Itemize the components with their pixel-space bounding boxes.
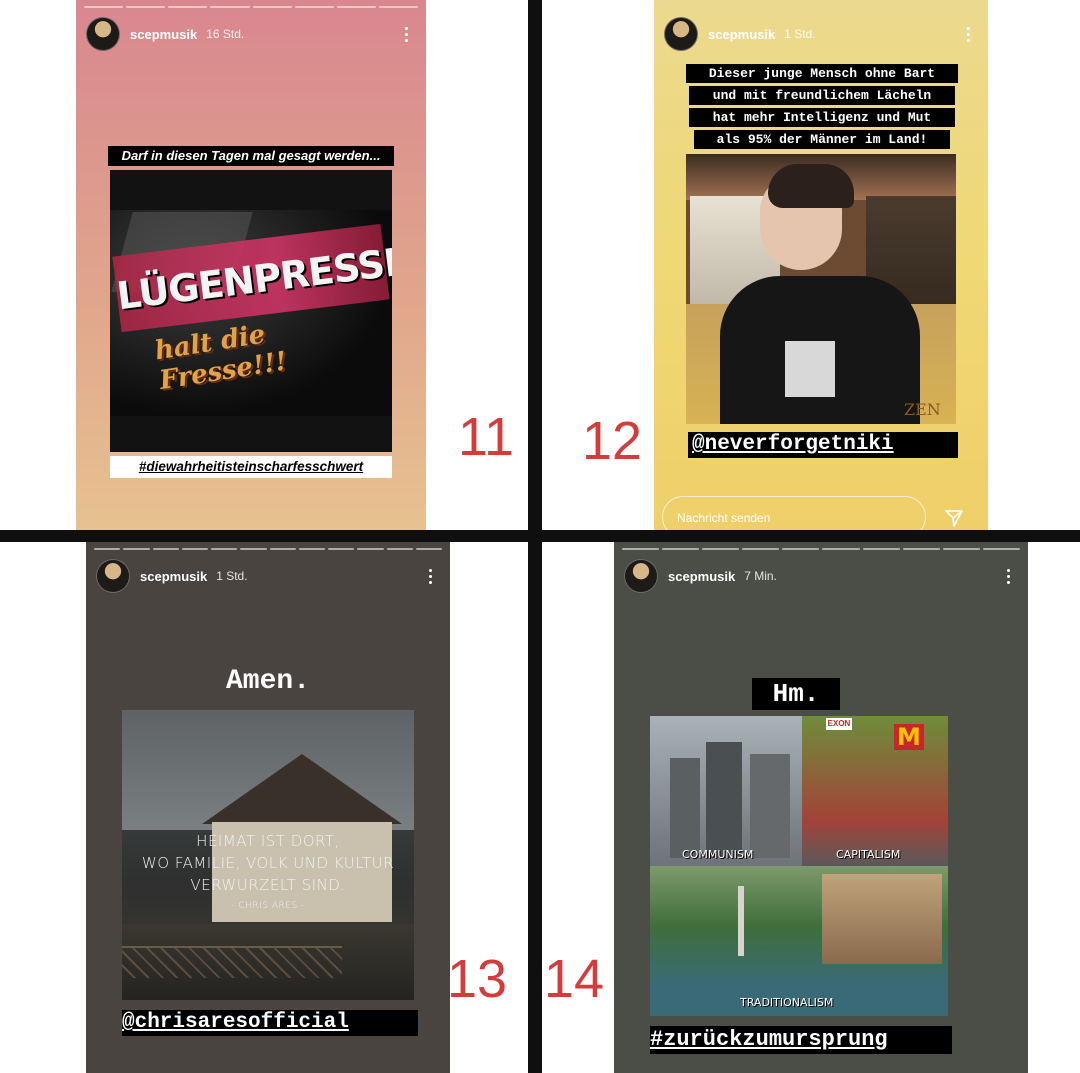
comparison-image: M EXON COMMUNISM CAPITALISM TRADITIONALI… xyxy=(650,716,948,1016)
story-number: 11 xyxy=(458,407,515,467)
avatar[interactable] xyxy=(96,559,130,593)
story-panel-11: scepmusik 16 Std. Darf in diesen Tagen m… xyxy=(0,0,528,530)
story-progress-bar xyxy=(84,6,418,8)
caption-line: und mit freundlichem Lächeln xyxy=(689,86,955,105)
label-traditionalism: TRADITIONALISM xyxy=(740,996,834,1009)
story-header: scepmusik 16 Std. xyxy=(86,16,416,52)
avatar[interactable] xyxy=(664,17,698,51)
label-communism: COMMUNISM xyxy=(682,848,754,861)
caption-line: hat mehr Intelligenz und Mut xyxy=(689,108,955,127)
story-card: scepmusik 16 Std. Darf in diesen Tagen m… xyxy=(76,0,426,530)
story-number: 12 xyxy=(582,411,643,471)
more-options-icon[interactable] xyxy=(396,22,416,46)
send-icon[interactable] xyxy=(944,508,964,528)
story-header: scepmusik 7 Min. xyxy=(624,558,1018,594)
story-caption: Dieser junge Mensch ohne Bart und mit fr… xyxy=(684,64,960,149)
post-time: 7 Min. xyxy=(744,569,777,583)
username[interactable]: scepmusik xyxy=(130,26,198,42)
story-progress-bar xyxy=(94,548,442,550)
hashtag-sticker[interactable]: #diewahrheitisteinscharfesschwert xyxy=(110,456,392,478)
more-options-icon[interactable] xyxy=(998,564,1018,588)
hashtag-sticker[interactable]: #zurückzumursprung xyxy=(650,1026,952,1054)
luegenpresse-image: LÜGENPRESSE halt die Fresse!!! xyxy=(110,170,392,452)
story-title: Hm. xyxy=(752,678,840,710)
story-card: scepmusik 7 Min. Hm. M EXON COMMUNISM CA… xyxy=(614,542,1028,1073)
story-panel-12: scepmusik 1 Std. Dieser junge Mensch ohn… xyxy=(542,0,1080,530)
story-progress-bar xyxy=(622,548,1020,550)
message-placeholder: Nachricht senden xyxy=(677,511,771,525)
more-options-icon[interactable] xyxy=(420,564,440,588)
story-card: scepmusik 1 Std. Dieser junge Mensch ohn… xyxy=(654,0,988,530)
story-header: scepmusik 1 Std. xyxy=(664,16,978,52)
avatar[interactable] xyxy=(86,17,120,51)
image-text: ZEN xyxy=(904,400,941,419)
quote-author: - CHRIS ARES - xyxy=(231,901,305,911)
story-number: 13 xyxy=(447,949,508,1009)
username[interactable]: scepmusik xyxy=(668,568,736,584)
username[interactable]: scepmusik xyxy=(708,26,776,42)
story-panel-14: scepmusik 7 Min. Hm. M EXON COMMUNISM CA… xyxy=(542,542,1080,1073)
heimat-quote-image: HEIMAT IST DORT, WO FAMILIE, VOLK UND KU… xyxy=(122,710,414,1000)
mention-sticker[interactable]: @chrisaresofficial xyxy=(122,1010,418,1036)
mention-sticker[interactable]: @neverforgetniki xyxy=(688,432,958,458)
story-title: Amen. xyxy=(225,666,310,697)
post-time: 1 Std. xyxy=(216,569,248,583)
message-input[interactable]: Nachricht senden xyxy=(662,496,926,530)
story-number: 14 xyxy=(544,949,605,1009)
brand-sign: EXON xyxy=(826,718,852,730)
post-time: 1 Std. xyxy=(784,27,816,41)
quote-text: HEIMAT IST DORT, WO FAMILIE, VOLK UND KU… xyxy=(122,830,414,914)
post-time: 16 Std. xyxy=(206,27,245,41)
mcdonalds-logo: M xyxy=(894,724,924,750)
label-capitalism: CAPITALISM xyxy=(836,848,901,861)
username[interactable]: scepmusik xyxy=(140,568,208,584)
young-man-photo: ZEN xyxy=(686,154,956,424)
more-options-icon[interactable] xyxy=(958,22,978,46)
story-panel-13: scepmusik 1 Std. Amen. HEIMAT IST DORT, … xyxy=(0,542,528,1073)
caption-line: Dieser junge Mensch ohne Bart xyxy=(686,64,958,83)
story-card: scepmusik 1 Std. Amen. HEIMAT IST DORT, … xyxy=(86,542,450,1073)
story-header: scepmusik 1 Std. xyxy=(96,558,440,594)
avatar[interactable] xyxy=(624,559,658,593)
story-caption: Darf in diesen Tagen mal gesagt werden..… xyxy=(108,146,394,166)
caption-line: als 95% der Männer im Land! xyxy=(694,130,950,149)
